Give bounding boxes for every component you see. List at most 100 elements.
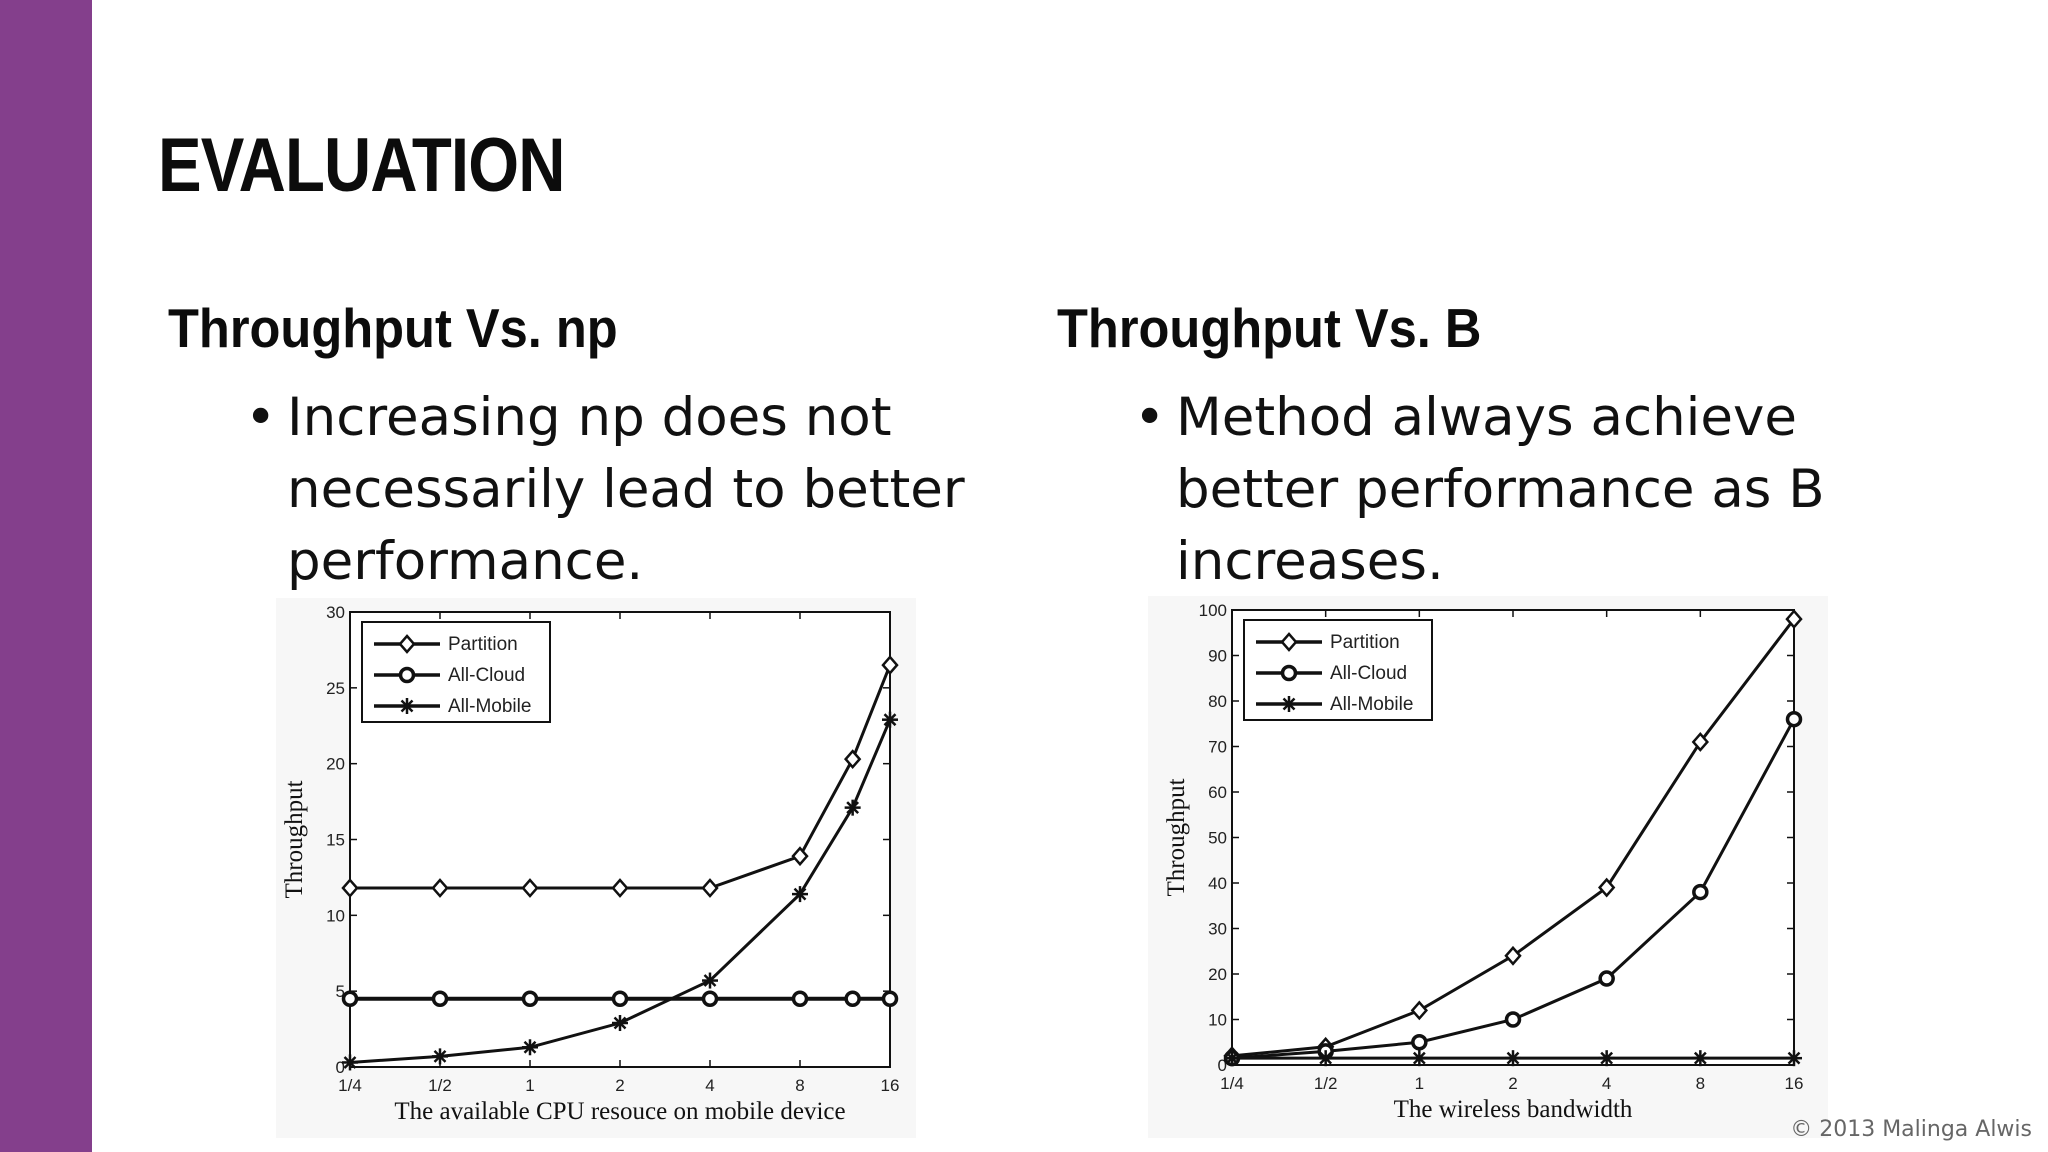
data-point-partition	[611, 878, 629, 898]
x-tick-label: 1	[525, 1076, 534, 1095]
y-tick-label: 30	[1208, 920, 1227, 939]
data-point-partition	[881, 655, 899, 675]
data-point-partition	[791, 846, 809, 867]
y-tick-label: 90	[1208, 647, 1227, 666]
legend-label: All-Cloud	[1330, 663, 1407, 684]
bullet-dot: •	[1134, 387, 1166, 448]
data-point-all-mobile	[1224, 1050, 1240, 1067]
data-point-all-mobile	[1317, 1050, 1334, 1067]
data-point-partition	[1410, 1000, 1428, 1021]
legend-marker	[1281, 696, 1297, 712]
data-point-partition	[1504, 945, 1522, 966]
legend-marker	[1280, 664, 1298, 682]
data-point-partition	[341, 878, 359, 898]
data-point-all-cloud	[1692, 883, 1709, 901]
data-point-partition	[431, 878, 449, 898]
data-point-all-cloud	[1785, 710, 1803, 728]
y-tick-label: 80	[1208, 692, 1227, 711]
legend-label: Partition	[448, 634, 518, 655]
data-point-all-mobile	[844, 799, 861, 816]
chart-throughput-vs-np: 0 5 10 15 20 25 30 1/4 1/2 1 2 4 8 16 The available CP…	[276, 598, 916, 1138]
data-point-all-mobile	[342, 1054, 358, 1071]
chart-svg: 0 10 20 30 40 50 60 70 80 90 100 1/4 1/2 1 2 4 8 16 The wi…	[1163, 601, 1804, 1123]
x-tick-label: 16	[881, 1076, 900, 1095]
x-tick-label: 1	[1415, 1074, 1424, 1093]
data-point-all-mobile	[612, 1015, 628, 1032]
right-bullet-text: Method always achieve better performance…	[1176, 387, 1825, 592]
x-tick-label: 8	[1696, 1074, 1705, 1093]
y-tick-label: 15	[326, 831, 345, 850]
x-tick-label: 4	[1602, 1074, 1611, 1093]
chart-throughput-vs-b: 0 10 20 30 40 50 60 70 80 90 100 1/4 1/2 1 2 4 8 16 The wi…	[1148, 596, 1828, 1138]
y-tick-label: 20	[1208, 965, 1227, 984]
data-point-all-cloud	[1504, 1011, 1522, 1028]
left-bullet-text: Increasing np does not necessarily lead …	[287, 387, 965, 592]
x-tick-label: 2	[1508, 1074, 1517, 1093]
data-point-all-cloud	[431, 990, 449, 1007]
y-tick-label: 60	[1208, 783, 1227, 802]
x-tick-label: 2	[615, 1076, 624, 1095]
data-point-all-mobile	[702, 972, 718, 989]
legend-marker	[398, 634, 416, 654]
y-tick-label: 100	[1199, 601, 1227, 620]
data-point-all-mobile	[882, 711, 898, 728]
y-axis-title: Throughput	[1163, 778, 1190, 896]
x-tick-label: 4	[705, 1076, 714, 1095]
data-point-partition	[521, 878, 539, 898]
x-tick-label: 1/2	[428, 1076, 452, 1095]
data-point-all-cloud	[611, 990, 629, 1007]
series-line-partition	[350, 664, 892, 890]
x-tick-label: 8	[795, 1076, 804, 1095]
y-tick-label: 40	[1208, 874, 1227, 893]
right-heading: Throughput Vs. B	[1057, 297, 1482, 359]
x-tick-label: 16	[1785, 1074, 1804, 1093]
y-axis-title: Throughput	[281, 780, 308, 898]
data-point-partition	[843, 749, 862, 770]
data-point-all-cloud	[341, 990, 359, 1007]
data-point-all-cloud	[1411, 1034, 1428, 1051]
x-tick-label: 1/4	[338, 1076, 362, 1095]
y-tick-label: 25	[326, 679, 345, 698]
data-point-partition	[701, 878, 719, 898]
series-line-all-mobile	[349, 719, 892, 1064]
y-tick-label: 50	[1208, 829, 1227, 848]
data-point-all-mobile	[792, 886, 808, 903]
bullet-dot: •	[245, 387, 277, 448]
data-point-all-cloud	[521, 990, 539, 1007]
data-point-all-mobile	[432, 1048, 448, 1065]
data-point-all-cloud	[881, 990, 899, 1007]
chart-svg: 0 5 10 15 20 25 30 1/4 1/2 1 2 4 8 16 The available CP…	[281, 603, 900, 1125]
y-tick-label: 70	[1208, 738, 1227, 757]
accent-bar	[0, 0, 92, 1152]
y-tick-label: 0	[336, 1058, 345, 1077]
data-point-all-cloud	[844, 990, 861, 1007]
left-heading: Throughput Vs. np	[168, 297, 618, 359]
data-point-all-mobile	[1692, 1050, 1709, 1067]
x-axis-title: The available CPU resouce on mobile devi…	[394, 1098, 845, 1125]
legend-label: All-Cloud	[448, 665, 525, 686]
data-point-all-mobile	[1411, 1050, 1428, 1067]
x-axis-title: The wireless bandwidth	[1394, 1096, 1633, 1123]
data-point-all-cloud	[701, 990, 719, 1007]
copyright: © 2013 Malinga Alwis	[1790, 1117, 2032, 1142]
data-point-all-mobile	[1598, 1050, 1615, 1067]
data-point-partition	[1785, 609, 1803, 629]
x-tick-label: 1/2	[1314, 1074, 1338, 1093]
data-point-all-mobile	[1786, 1050, 1802, 1067]
legend-label: All-Mobile	[1330, 694, 1413, 715]
left-bullet: • Increasing np does not necessarily lea…	[245, 382, 1047, 598]
legend-marker	[1280, 632, 1298, 652]
data-point-partition	[1691, 732, 1709, 752]
data-point-partition	[1598, 877, 1616, 898]
data-point-all-mobile	[1505, 1050, 1521, 1067]
legend-label: Partition	[1330, 632, 1400, 653]
y-tick-label: 0	[1218, 1056, 1227, 1075]
y-tick-label: 20	[326, 755, 345, 774]
right-bullet: • Method always achieve better performan…	[1134, 382, 1836, 598]
legend-label: All-Mobile	[448, 696, 531, 717]
y-tick-label: 10	[1208, 1011, 1227, 1030]
y-tick-label: 5	[336, 982, 345, 1001]
y-tick-label: 30	[326, 603, 345, 622]
legend-marker	[398, 666, 416, 684]
legend-marker	[399, 698, 415, 714]
